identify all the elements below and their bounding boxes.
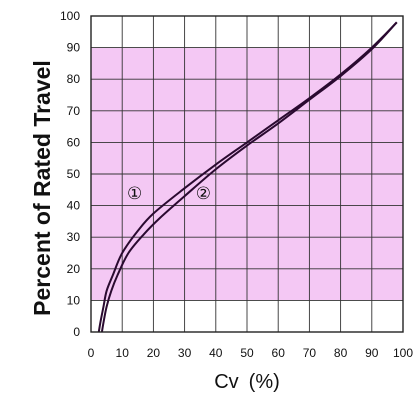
y-tick-label: 90 xyxy=(67,41,81,55)
x-tick-label: 60 xyxy=(272,346,286,360)
x-tick-label: 30 xyxy=(178,346,192,360)
curves xyxy=(97,21,398,333)
y-tick-label: 40 xyxy=(67,199,81,213)
x-axis-label: Cv (%) xyxy=(214,371,280,393)
x-tick-label: 20 xyxy=(147,346,161,360)
y-tick-label: 60 xyxy=(67,135,81,149)
curve-2-label: ② xyxy=(196,184,211,204)
plot-frame xyxy=(90,15,404,333)
x-tick-label: 70 xyxy=(303,346,317,360)
x-tick-label: 90 xyxy=(365,346,379,360)
curve-1-line xyxy=(97,21,398,333)
y-tick-label: 80 xyxy=(67,72,81,86)
x-tick-label: 50 xyxy=(240,346,254,360)
curve-2-line xyxy=(100,21,398,333)
y-tick-labels: 0 10 20 30 40 50 60 70 80 90 100 xyxy=(60,9,80,339)
y-tick-label: 20 xyxy=(67,262,81,276)
y-tick-label: 10 xyxy=(67,293,81,307)
y-tick-label: 100 xyxy=(60,9,80,23)
x-tick-label: 0 xyxy=(88,346,95,360)
x-tick-label: 100 xyxy=(393,346,413,360)
x-tick-label: 80 xyxy=(334,346,348,360)
x-tick-label: 40 xyxy=(209,346,223,360)
x-tick-labels: 0 10 20 30 40 50 60 70 80 90 100 xyxy=(88,346,414,360)
x-tick-label: 10 xyxy=(116,346,130,360)
curve-1-label: ① xyxy=(127,184,142,204)
y-axis-label: Percent of Rated Travel xyxy=(29,60,55,316)
y-tick-label: 50 xyxy=(67,167,81,181)
y-tick-label: 0 xyxy=(73,325,80,339)
y-tick-label: 30 xyxy=(67,230,81,244)
y-tick-label: 70 xyxy=(67,104,81,118)
